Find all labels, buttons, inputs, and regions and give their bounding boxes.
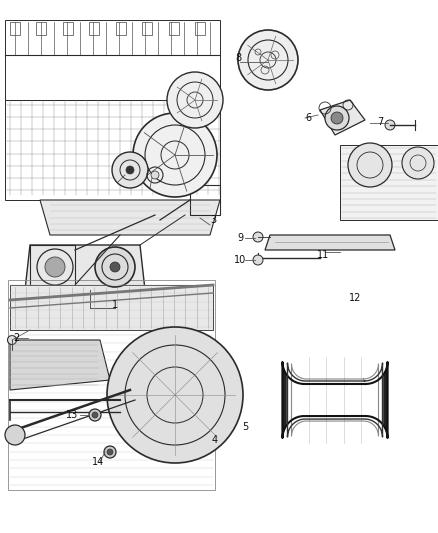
Circle shape bbox=[331, 112, 343, 124]
Text: 10: 10 bbox=[234, 255, 246, 265]
Polygon shape bbox=[40, 200, 220, 235]
Circle shape bbox=[238, 30, 298, 90]
Circle shape bbox=[402, 147, 434, 179]
Text: 2: 2 bbox=[13, 333, 19, 343]
Polygon shape bbox=[320, 100, 365, 135]
Text: 7: 7 bbox=[377, 117, 383, 127]
Polygon shape bbox=[10, 285, 213, 330]
Circle shape bbox=[5, 425, 25, 445]
Circle shape bbox=[348, 143, 392, 187]
Text: 1: 1 bbox=[112, 300, 118, 310]
Circle shape bbox=[107, 327, 243, 463]
Polygon shape bbox=[25, 245, 145, 290]
Polygon shape bbox=[283, 362, 388, 438]
Circle shape bbox=[133, 113, 217, 197]
Text: 4: 4 bbox=[212, 435, 218, 445]
Circle shape bbox=[92, 412, 98, 418]
Text: 6: 6 bbox=[305, 113, 311, 123]
Polygon shape bbox=[10, 340, 110, 390]
Text: 12: 12 bbox=[349, 293, 361, 303]
Polygon shape bbox=[340, 145, 438, 220]
Circle shape bbox=[45, 257, 65, 277]
Text: 5: 5 bbox=[242, 422, 248, 432]
Circle shape bbox=[110, 262, 120, 272]
Text: 3: 3 bbox=[210, 215, 216, 225]
Circle shape bbox=[167, 72, 223, 128]
Circle shape bbox=[126, 166, 134, 174]
Text: 14: 14 bbox=[92, 457, 104, 467]
Circle shape bbox=[104, 446, 116, 458]
Circle shape bbox=[7, 335, 17, 344]
Circle shape bbox=[107, 449, 113, 455]
Polygon shape bbox=[265, 235, 395, 250]
Circle shape bbox=[385, 120, 395, 130]
Circle shape bbox=[151, 171, 159, 179]
Circle shape bbox=[325, 106, 349, 130]
Text: 9: 9 bbox=[237, 233, 243, 243]
Circle shape bbox=[95, 247, 135, 287]
Text: 11: 11 bbox=[317, 250, 329, 260]
Circle shape bbox=[253, 255, 263, 265]
Circle shape bbox=[89, 409, 101, 421]
Circle shape bbox=[253, 232, 263, 242]
Text: 8: 8 bbox=[235, 53, 241, 63]
Text: 13: 13 bbox=[66, 410, 78, 420]
Polygon shape bbox=[287, 363, 382, 437]
Circle shape bbox=[112, 152, 148, 188]
